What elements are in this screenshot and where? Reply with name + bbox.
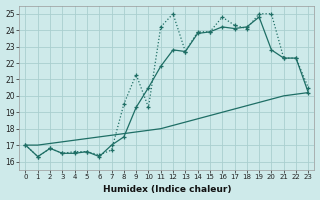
X-axis label: Humidex (Indice chaleur): Humidex (Indice chaleur) (103, 185, 231, 194)
